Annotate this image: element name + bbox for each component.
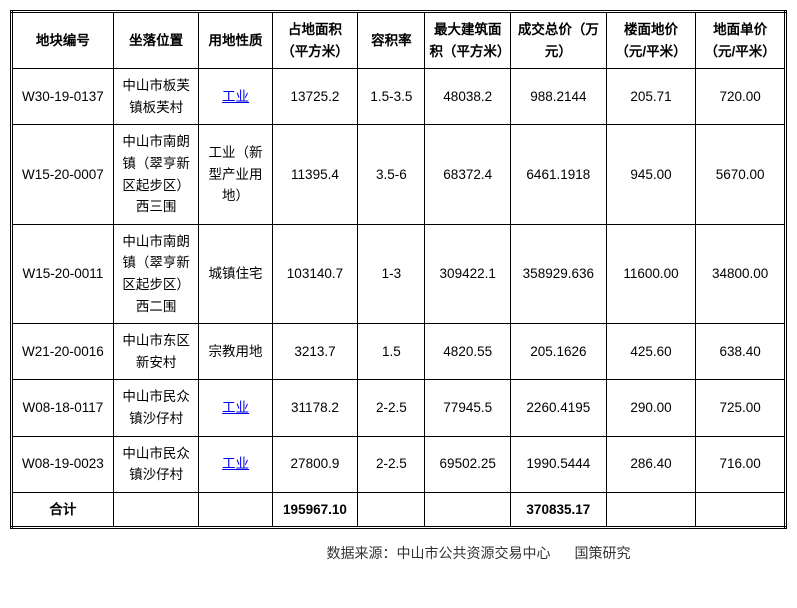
- cell-plot-ratio: 2-2.5: [358, 380, 425, 436]
- cell-floor-price: 11600.00: [606, 224, 696, 323]
- cell-total-price: 1990.5444: [510, 436, 606, 492]
- table-footer: 合计 195967.10 370835.17: [12, 492, 786, 528]
- table-row: W15-20-0007中山市南朗镇（翠亨新区起步区）西三围工业（新型产业用地）1…: [12, 125, 786, 224]
- land-use-link[interactable]: 工业: [222, 89, 249, 104]
- table-row: W30-19-0137中山市板芙镇板芙村 工业 13725.21.5-3.54803…: [12, 69, 786, 125]
- cell-location: 中山市板芙镇板芙村: [113, 69, 199, 125]
- total-price: 370835.17: [510, 492, 606, 528]
- cell-floor-price: 945.00: [606, 125, 696, 224]
- source-prefix: 数据来源：: [327, 545, 397, 561]
- cell-location: 中山市南朗镇（翠亨新区起步区）西二围: [113, 224, 199, 323]
- cell-land-area: 13725.2: [272, 69, 358, 125]
- land-use-link[interactable]: 工业: [222, 400, 249, 415]
- cell-location: 中山市南朗镇（翠亨新区起步区）西三围: [113, 125, 199, 224]
- land-use-link[interactable]: 工业: [222, 456, 249, 471]
- cell-plot-ratio: 1-3: [358, 224, 425, 323]
- cell-land-area: 3213.7: [272, 324, 358, 380]
- cell-land-unit-price: 34800.00: [696, 224, 786, 323]
- cell-land-use: 城镇住宅: [199, 224, 272, 323]
- table-row: W15-20-0011中山市南朗镇（翠亨新区起步区）西二围城镇住宅103140.…: [12, 224, 786, 323]
- cell-max-build-area: 4820.55: [425, 324, 511, 380]
- land-parcel-table: 地块编号 坐落位置 用地性质 占地面积（平方米） 容积率 最大建筑面积（平方米）…: [10, 10, 787, 529]
- cell-plot-ratio: 3.5-6: [358, 125, 425, 224]
- cell-total-price: 205.1626: [510, 324, 606, 380]
- source-org1: 中山市公共资源交易中心: [397, 545, 551, 561]
- cell-floor-price: 205.71: [606, 69, 696, 125]
- col-max-build-area: 最大建筑面积（平方米）: [425, 12, 511, 69]
- table-row: W08-19-0023中山市民众镇沙仔村 工业 27800.92-2.569502.…: [12, 436, 786, 492]
- cell-land-use: 工业: [199, 69, 272, 125]
- cell-plot-ratio: 1.5: [358, 324, 425, 380]
- cell-max-build-area: 48038.2: [425, 69, 511, 125]
- total-empty: [113, 492, 199, 528]
- col-plot-ratio: 容积率: [358, 12, 425, 69]
- cell-floor-price: 290.00: [606, 380, 696, 436]
- source-org2: 国策研究: [575, 545, 631, 561]
- cell-land-unit-price: 5670.00: [696, 125, 786, 224]
- cell-total-price: 2260.4195: [510, 380, 606, 436]
- total-empty: [425, 492, 511, 528]
- cell-land-use: 工业（新型产业用地）: [199, 125, 272, 224]
- cell-max-build-area: 68372.4: [425, 125, 511, 224]
- cell-land-area: 31178.2: [272, 380, 358, 436]
- cell-land-use: 工业: [199, 380, 272, 436]
- total-label: 合计: [12, 492, 114, 528]
- cell-land-unit-price: 725.00: [696, 380, 786, 436]
- cell-plot-ratio: 1.5-3.5: [358, 69, 425, 125]
- cell-parcel-id: W08-19-0023: [12, 436, 114, 492]
- table-header: 地块编号 坐落位置 用地性质 占地面积（平方米） 容积率 最大建筑面积（平方米）…: [12, 12, 786, 69]
- cell-land-unit-price: 720.00: [696, 69, 786, 125]
- cell-floor-price: 286.40: [606, 436, 696, 492]
- cell-parcel-id: W15-20-0011: [12, 224, 114, 323]
- cell-parcel-id: W30-19-0137: [12, 69, 114, 125]
- table-row: W21-20-0016中山市东区新安村宗教用地3213.71.54820.552…: [12, 324, 786, 380]
- col-floor-price: 楼面地价（元/平米）: [606, 12, 696, 69]
- cell-total-price: 988.2144: [510, 69, 606, 125]
- cell-total-price: 6461.1918: [510, 125, 606, 224]
- cell-land-area: 103140.7: [272, 224, 358, 323]
- total-land-area: 195967.10: [272, 492, 358, 528]
- col-land-unit-price: 地面单价（元/平米）: [696, 12, 786, 69]
- cell-max-build-area: 309422.1: [425, 224, 511, 323]
- cell-total-price: 358929.636: [510, 224, 606, 323]
- cell-max-build-area: 77945.5: [425, 380, 511, 436]
- total-empty: [606, 492, 696, 528]
- cell-location: 中山市东区新安村: [113, 324, 199, 380]
- cell-land-unit-price: 638.40: [696, 324, 786, 380]
- cell-plot-ratio: 2-2.5: [358, 436, 425, 492]
- cell-land-use: 工业: [199, 436, 272, 492]
- total-empty: [199, 492, 272, 528]
- total-empty: [358, 492, 425, 528]
- cell-floor-price: 425.60: [606, 324, 696, 380]
- cell-max-build-area: 69502.25: [425, 436, 511, 492]
- total-row: 合计 195967.10 370835.17: [12, 492, 786, 528]
- cell-parcel-id: W15-20-0007: [12, 125, 114, 224]
- data-source-line: 数据来源：中山市公共资源交易中心 国策研究: [10, 543, 787, 563]
- col-location: 坐落位置: [113, 12, 199, 69]
- col-parcel-id: 地块编号: [12, 12, 114, 69]
- cell-land-area: 11395.4: [272, 125, 358, 224]
- col-land-area: 占地面积（平方米）: [272, 12, 358, 69]
- table-row: W08-18-0117中山市民众镇沙仔村 工业 31178.22-2.577945.…: [12, 380, 786, 436]
- table-body: W30-19-0137中山市板芙镇板芙村工业13725.21.5-3.54803…: [12, 69, 786, 493]
- cell-land-area: 27800.9: [272, 436, 358, 492]
- header-row: 地块编号 坐落位置 用地性质 占地面积（平方米） 容积率 最大建筑面积（平方米）…: [12, 12, 786, 69]
- total-empty: [696, 492, 786, 528]
- cell-land-use: 宗教用地: [199, 324, 272, 380]
- cell-parcel-id: W08-18-0117: [12, 380, 114, 436]
- cell-location: 中山市民众镇沙仔村: [113, 380, 199, 436]
- col-land-use: 用地性质: [199, 12, 272, 69]
- cell-land-unit-price: 716.00: [696, 436, 786, 492]
- cell-parcel-id: W21-20-0016: [12, 324, 114, 380]
- cell-location: 中山市民众镇沙仔村: [113, 436, 199, 492]
- col-total-price: 成交总价（万元）: [510, 12, 606, 69]
